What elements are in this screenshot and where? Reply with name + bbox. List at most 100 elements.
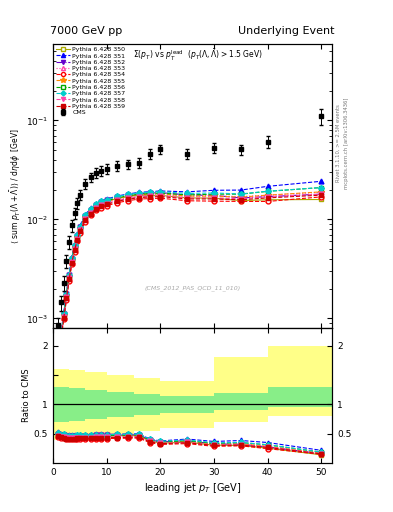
Pythia 6.428 358 bbox=[75, 236, 79, 242]
Pythia 6.428 354 bbox=[77, 230, 82, 236]
Pythia 6.428 351 bbox=[265, 183, 270, 189]
Pythia 6.428 358 bbox=[136, 194, 141, 200]
Pythia 6.428 354 bbox=[64, 296, 69, 303]
Pythia 6.428 352 bbox=[83, 213, 88, 219]
Pythia 6.428 359 bbox=[75, 237, 79, 243]
Pythia 6.428 357 bbox=[83, 212, 88, 219]
Pythia 6.428 350 bbox=[105, 198, 109, 204]
Pythia 6.428 350 bbox=[72, 244, 77, 250]
Pythia 6.428 350 bbox=[77, 225, 82, 231]
Pythia 6.428 352 bbox=[147, 190, 152, 196]
Pythia 6.428 359 bbox=[94, 206, 98, 212]
Pythia 6.428 357 bbox=[105, 197, 109, 203]
Pythia 6.428 351 bbox=[94, 201, 98, 207]
Pythia 6.428 353 bbox=[105, 199, 109, 205]
Pythia 6.428 350 bbox=[56, 353, 61, 359]
Pythia 6.428 351 bbox=[70, 254, 74, 260]
Pythia 6.428 357 bbox=[75, 232, 79, 239]
Line: Pythia 6.428 351: Pythia 6.428 351 bbox=[56, 179, 324, 355]
Pythia 6.428 358 bbox=[56, 355, 61, 361]
Pythia 6.428 353 bbox=[319, 189, 324, 196]
Text: (CMS_2012_PAS_QCD_11_010): (CMS_2012_PAS_QCD_11_010) bbox=[145, 285, 241, 291]
Pythia 6.428 354 bbox=[72, 248, 77, 254]
Pythia 6.428 353 bbox=[88, 208, 93, 215]
Pythia 6.428 359 bbox=[158, 194, 163, 200]
Text: mcplots.cern.ch [arXiv:1306.3436]: mcplots.cern.ch [arXiv:1306.3436] bbox=[344, 98, 349, 189]
Pythia 6.428 352 bbox=[158, 189, 163, 196]
Pythia 6.428 356 bbox=[77, 225, 82, 231]
Pythia 6.428 351 bbox=[83, 211, 88, 218]
Pythia 6.428 350 bbox=[88, 207, 93, 214]
Pythia 6.428 357 bbox=[126, 191, 130, 198]
Pythia 6.428 359 bbox=[61, 315, 66, 321]
Pythia 6.428 358 bbox=[64, 294, 69, 301]
Pythia 6.428 352 bbox=[99, 199, 104, 205]
Pythia 6.428 352 bbox=[72, 243, 77, 249]
Pythia 6.428 356 bbox=[158, 190, 163, 196]
Pythia 6.428 357 bbox=[56, 351, 61, 357]
Pythia 6.428 352 bbox=[126, 193, 130, 199]
Pythia 6.428 350 bbox=[67, 273, 72, 280]
Pythia 6.428 357 bbox=[94, 201, 98, 207]
Pythia 6.428 359 bbox=[126, 196, 130, 202]
Pythia 6.428 351 bbox=[72, 242, 77, 248]
Pythia 6.428 356 bbox=[115, 195, 120, 201]
Pythia 6.428 359 bbox=[185, 196, 189, 202]
Pythia 6.428 355 bbox=[59, 332, 63, 338]
Pythia 6.428 358 bbox=[99, 202, 104, 208]
Pythia 6.428 356 bbox=[185, 192, 189, 198]
Pythia 6.428 350 bbox=[319, 197, 324, 203]
Pythia 6.428 351 bbox=[115, 193, 120, 199]
Pythia 6.428 355 bbox=[185, 193, 189, 199]
Pythia 6.428 356 bbox=[319, 184, 324, 190]
Pythia 6.428 355 bbox=[72, 244, 77, 250]
Pythia 6.428 356 bbox=[94, 202, 98, 208]
Pythia 6.428 358 bbox=[94, 205, 98, 211]
Pythia 6.428 357 bbox=[265, 188, 270, 194]
Pythia 6.428 351 bbox=[59, 329, 63, 335]
Pythia 6.428 359 bbox=[115, 198, 120, 204]
Pythia 6.428 355 bbox=[319, 189, 324, 195]
Pythia 6.428 356 bbox=[212, 191, 217, 197]
Pythia 6.428 359 bbox=[64, 295, 69, 301]
Pythia 6.428 353 bbox=[115, 196, 120, 202]
Y-axis label: $\langle$ sum $p_T(\Lambda + \bar\Lambda)\rangle$ / d$\eta$d$\phi$  [GeV]: $\langle$ sum $p_T(\Lambda + \bar\Lambda… bbox=[8, 127, 23, 244]
Line: Pythia 6.428 359: Pythia 6.428 359 bbox=[56, 193, 324, 361]
Pythia 6.428 354 bbox=[56, 357, 61, 363]
Pythia 6.428 358 bbox=[126, 196, 130, 202]
Pythia 6.428 359 bbox=[147, 194, 152, 200]
Pythia 6.428 358 bbox=[59, 334, 63, 340]
Pythia 6.428 355 bbox=[70, 257, 74, 263]
Pythia 6.428 354 bbox=[94, 207, 98, 214]
Pythia 6.428 355 bbox=[94, 203, 98, 209]
Pythia 6.428 354 bbox=[88, 212, 93, 218]
Pythia 6.428 355 bbox=[56, 353, 61, 359]
Pythia 6.428 352 bbox=[56, 352, 61, 358]
Pythia 6.428 359 bbox=[99, 203, 104, 209]
Pythia 6.428 359 bbox=[77, 228, 82, 234]
Pythia 6.428 356 bbox=[61, 311, 66, 317]
Pythia 6.428 354 bbox=[185, 198, 189, 204]
Pythia 6.428 357 bbox=[64, 290, 69, 296]
Pythia 6.428 359 bbox=[70, 260, 74, 266]
Pythia 6.428 353 bbox=[99, 201, 104, 207]
Pythia 6.428 352 bbox=[319, 191, 324, 197]
X-axis label: leading jet $p_T$ [GeV]: leading jet $p_T$ [GeV] bbox=[144, 481, 241, 496]
Pythia 6.428 358 bbox=[319, 191, 324, 197]
Pythia 6.428 353 bbox=[83, 215, 88, 221]
Pythia 6.428 350 bbox=[212, 195, 217, 201]
Pythia 6.428 353 bbox=[265, 192, 270, 198]
Pythia 6.428 354 bbox=[83, 219, 88, 225]
Pythia 6.428 354 bbox=[105, 203, 109, 209]
Pythia 6.428 352 bbox=[70, 255, 74, 262]
Pythia 6.428 358 bbox=[72, 246, 77, 252]
Pythia 6.428 352 bbox=[136, 190, 141, 197]
Pythia 6.428 353 bbox=[185, 194, 189, 200]
Pythia 6.428 357 bbox=[77, 223, 82, 229]
Pythia 6.428 357 bbox=[158, 188, 163, 195]
Pythia 6.428 359 bbox=[56, 356, 61, 362]
Pythia 6.428 353 bbox=[70, 258, 74, 264]
Pythia 6.428 355 bbox=[136, 191, 141, 198]
Pythia 6.428 353 bbox=[67, 274, 72, 281]
Pythia 6.428 354 bbox=[61, 316, 66, 322]
